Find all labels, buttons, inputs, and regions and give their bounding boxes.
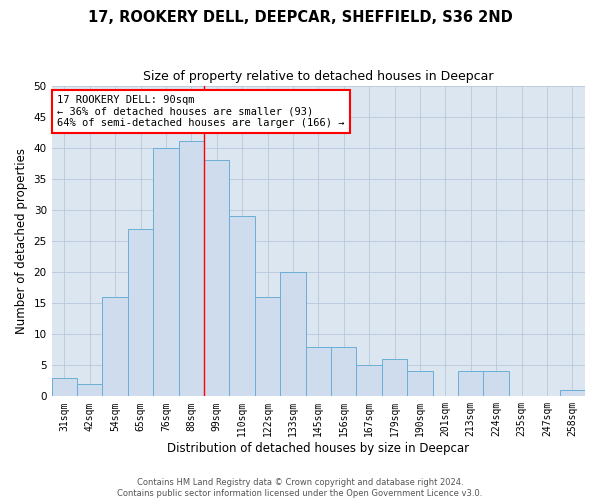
Bar (52, 378, 77, 396)
Text: 17, ROOKERY DELL, DEEPCAR, SHEFFIELD, S36 2ND: 17, ROOKERY DELL, DEEPCAR, SHEFFIELD, S3… (88, 10, 512, 25)
Bar (356, 366, 382, 396)
Bar (382, 359, 407, 397)
Bar (484, 372, 509, 396)
Bar (280, 272, 305, 396)
Bar (407, 372, 433, 396)
Bar (229, 216, 255, 396)
Bar (153, 148, 179, 396)
Title: Size of property relative to detached houses in Deepcar: Size of property relative to detached ho… (143, 70, 494, 83)
Text: 17 ROOKERY DELL: 90sqm
← 36% of detached houses are smaller (93)
64% of semi-det: 17 ROOKERY DELL: 90sqm ← 36% of detached… (57, 95, 344, 128)
Bar (204, 160, 229, 396)
Bar (179, 142, 204, 396)
Bar (458, 372, 484, 396)
Bar (331, 346, 356, 397)
Bar (77, 384, 103, 396)
Y-axis label: Number of detached properties: Number of detached properties (15, 148, 28, 334)
Bar (128, 228, 153, 396)
X-axis label: Distribution of detached houses by size in Deepcar: Distribution of detached houses by size … (167, 442, 469, 455)
Text: Contains HM Land Registry data © Crown copyright and database right 2024.
Contai: Contains HM Land Registry data © Crown c… (118, 478, 482, 498)
Bar (560, 390, 585, 396)
Bar (305, 346, 331, 397)
Bar (255, 297, 280, 396)
Bar (103, 297, 128, 396)
